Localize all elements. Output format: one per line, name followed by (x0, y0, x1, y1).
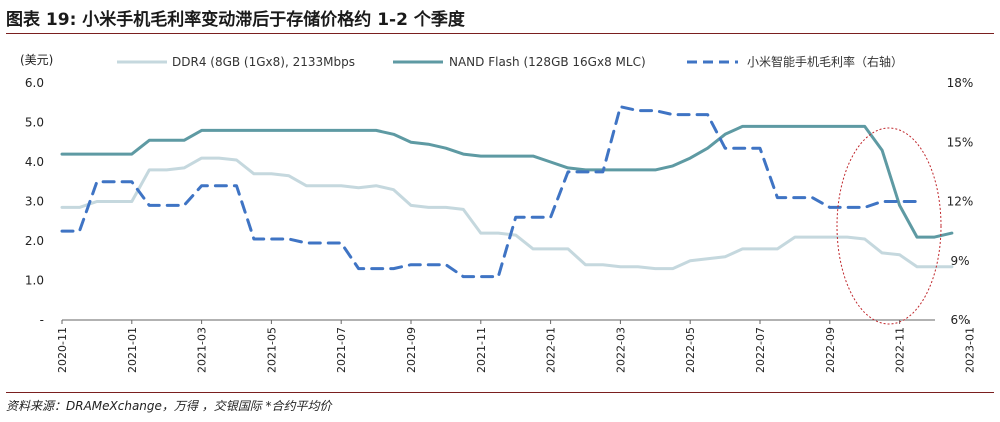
left-tick-label: - (40, 313, 44, 327)
left-tick-label: 6.0 (25, 76, 44, 90)
source-note: 资料来源：DRAMeXchange，万得 ，交银国际 *合约平均价 (6, 399, 332, 413)
left-tick-label: 5.0 (25, 116, 44, 130)
series-line-nand (60, 124, 954, 239)
left-axis-unit: (美元) (20, 53, 53, 67)
chart-title: 图表 19: 小米手机毛利率变动滞后于存储价格约 1-2 个季度 (6, 10, 465, 30)
right-tick-label: 6% (950, 313, 969, 327)
series-layer (60, 105, 954, 279)
x-tick-label: 2021-07 (335, 327, 348, 373)
right-tick-label: 15% (947, 135, 974, 149)
left-tick-label: 4.0 (25, 155, 44, 169)
legend-label-ddr4: DDR4 (8GB (1Gx8), 2133Mbps (172, 55, 355, 69)
right-tick-label: 9% (950, 254, 969, 268)
right-tick-label: 12% (947, 195, 974, 209)
legend-label-nand: NAND Flash (128GB 16Gx8 MLC) (449, 55, 646, 69)
series-line-ddr4 (60, 156, 954, 271)
x-tick-label: 2023-01 (963, 327, 976, 373)
right-tick-label: 18% (947, 76, 974, 90)
x-tick-label: 2022-07 (754, 327, 767, 373)
x-tick-label: 2022-03 (614, 327, 627, 373)
series-line-margin (60, 105, 919, 279)
x-tick-label: 2021-09 (405, 327, 418, 373)
left-tick-label: 1.0 (25, 274, 44, 288)
x-tick-label: 2021-01 (126, 327, 139, 373)
x-tick-label: 2021-03 (196, 327, 209, 373)
x-tick-label: 2022-11 (894, 327, 907, 373)
x-tick-label: 2022-09 (824, 327, 837, 373)
footer-divider (6, 392, 994, 393)
x-axis-ticks: 2020-11 2021-01 2021-03 2021-05 2021-07 2021-… (56, 320, 976, 373)
x-tick-label: 2022-05 (684, 327, 697, 373)
legend-label-margin: 小米智能手机毛利率（右轴） (747, 54, 903, 69)
right-axis-ticks: 6% 9% 12% 15% 18% (947, 76, 974, 327)
title-divider (6, 33, 994, 34)
legend: DDR4 (8GB (1Gx8), 2133Mbps NAND Flash (1… (117, 54, 903, 69)
x-tick-label: 2021-11 (475, 327, 488, 373)
highlight-ellipse (836, 127, 942, 325)
x-tick-label: 2020-11 (56, 327, 69, 373)
left-tick-label: 2.0 (25, 234, 44, 248)
x-tick-label: 2021-05 (265, 327, 278, 373)
x-tick-label: 2022-01 (545, 327, 558, 373)
axes: (美元) (20, 53, 935, 321)
left-axis-ticks: - 1.0 2.0 3.0 4.0 5.0 6.0 (25, 76, 44, 327)
left-tick-label: 3.0 (25, 195, 44, 209)
